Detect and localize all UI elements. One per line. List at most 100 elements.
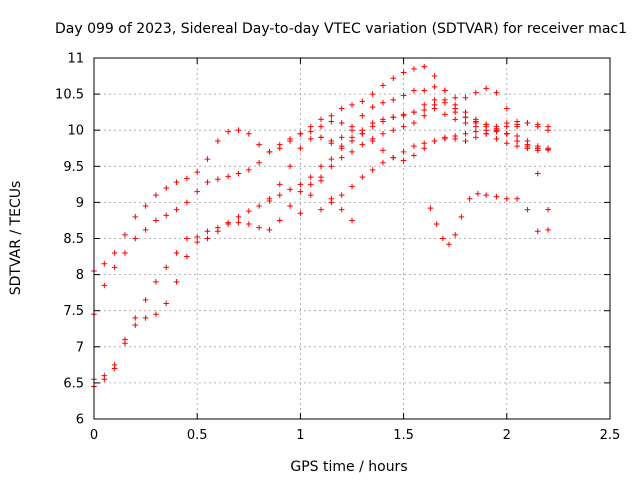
data-point [390,154,397,161]
data-point [462,94,469,101]
data-point [153,192,159,198]
y-tick-label: 11 [67,52,84,67]
data-point [462,120,469,126]
data-point [462,109,469,115]
data-point [504,131,510,137]
data-point [421,87,428,94]
data-point [431,73,438,79]
data-point [246,131,252,137]
data-point [534,121,541,128]
data-point [380,131,386,137]
data-point [349,217,355,224]
data-point [328,140,335,146]
y-tick-label: 9 [76,196,84,211]
data-point [466,195,473,202]
data-point [524,206,531,213]
data-point [349,127,355,133]
data-point [246,167,252,173]
data-point [442,134,448,141]
data-point [400,112,407,119]
data-point [338,143,345,149]
data-point [462,138,469,144]
data-point [421,145,428,152]
data-point [235,214,242,220]
series-sat-h [318,118,551,164]
data-point [194,188,200,195]
data-point [452,94,458,101]
data-point [142,297,149,303]
y-tick-label: 9.5 [63,160,84,175]
data-point [431,102,438,108]
data-point [514,143,520,149]
series-sat-b [91,84,551,318]
x-tick-label: 1.5 [393,428,414,443]
data-point [545,227,551,233]
data-point [504,195,510,202]
data-point [318,116,324,123]
data-point [287,186,293,193]
data-point [328,112,335,119]
data-point [307,136,314,142]
data-point [122,336,128,343]
data-point [215,138,221,144]
data-point [369,123,376,130]
data-point [132,214,139,220]
data-point [411,120,417,126]
data-point [338,105,345,112]
data-point [194,239,200,245]
gridlines [94,58,610,419]
data-point [427,205,434,211]
data-point [421,112,428,119]
data-point [458,214,465,220]
data-point [184,253,190,260]
data-point [204,156,211,162]
data-point [297,131,304,137]
data-point [359,174,366,180]
data-point [297,145,304,152]
data-point [359,98,366,105]
data-point [514,195,520,202]
data-point [266,195,273,202]
data-point [421,63,428,70]
data-point [276,192,283,198]
data-point [225,219,231,226]
data-point [483,131,489,137]
data-point [493,125,500,132]
data-point [400,92,407,99]
data-point [276,141,283,148]
data-point [473,120,479,126]
data-point [163,300,170,307]
data-point [411,87,417,94]
data-point [328,163,335,170]
data-point [524,143,531,149]
data-point [256,224,262,231]
data-point [235,170,242,177]
data-point [433,221,440,227]
x-tick-label: 2.5 [600,428,621,443]
data-point [225,173,231,180]
data-point [266,227,273,233]
data-point [504,105,510,112]
data-point [153,217,159,224]
data-point [204,179,211,185]
data-point [122,250,128,256]
plot-frame [93,57,611,420]
data-point [246,221,252,227]
data-point [287,163,293,170]
data-point [328,118,335,125]
data-point [163,212,170,219]
data-point [400,157,407,164]
data-points [91,63,551,390]
data-point [194,234,200,240]
data-point [504,120,510,126]
data-point [276,217,283,224]
data-point [411,143,417,149]
data-point [307,192,314,198]
data-point [235,219,242,226]
data-point [473,89,479,96]
data-point [349,138,355,144]
data-point [411,66,417,72]
data-point [338,206,345,213]
data-point [349,102,355,108]
